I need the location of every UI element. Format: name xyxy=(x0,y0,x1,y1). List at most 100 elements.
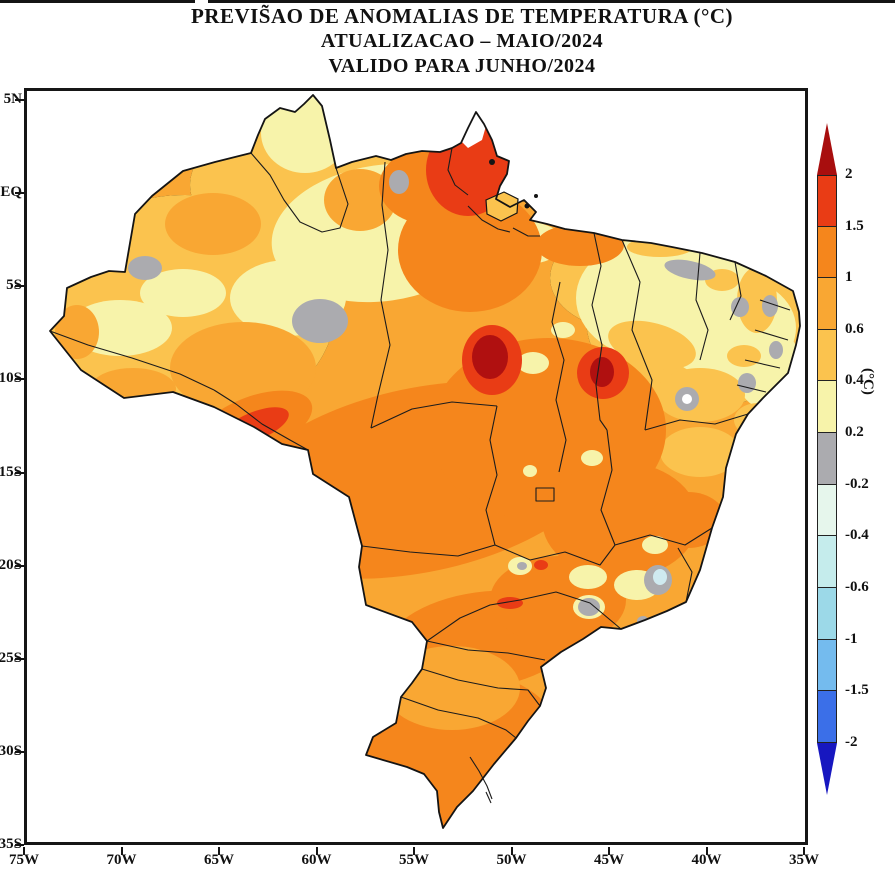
anomaly-contour-shape xyxy=(677,547,693,603)
x-tick-label: 60W xyxy=(301,852,332,868)
anomaly-contour-shape xyxy=(535,487,555,502)
x-tick-mark xyxy=(510,847,513,855)
anomaly-contour-shape xyxy=(421,668,541,707)
anomaly-contour-shape xyxy=(734,403,782,437)
y-tick-label: 25S xyxy=(0,649,22,666)
anomaly-contour-shape xyxy=(426,591,622,642)
colorbar-arrow-down xyxy=(817,743,837,795)
title-valid-line: VALIDO PARA JUNHO/2024 xyxy=(328,55,596,77)
anomaly-contour-shape xyxy=(660,427,740,477)
y-tick-mark xyxy=(15,564,24,567)
anomaly-contour-shape xyxy=(370,161,391,429)
anomaly-contour-shape xyxy=(517,352,549,374)
colorbar-tick-label: 1.5 xyxy=(845,218,864,234)
y-tick-label: 30S xyxy=(0,742,22,759)
anomaly-contour-shape xyxy=(608,320,696,370)
cool-anomaly-spot xyxy=(653,569,667,585)
anomaly-contour-shape xyxy=(769,341,783,359)
colorbar-tick-label: -0.6 xyxy=(845,579,869,595)
x-tick-mark xyxy=(120,847,123,855)
x-tick-label: 50W xyxy=(496,852,527,868)
colorbar-unit-label: (°C) xyxy=(860,368,876,395)
anomaly-contour-shape xyxy=(642,536,668,554)
colorbar-segment xyxy=(817,330,837,381)
anomaly-contour-shape xyxy=(551,281,567,473)
anomaly-contour-shape xyxy=(292,299,348,343)
anomaly-contour-shape xyxy=(682,394,692,404)
title-update-line: ATUALIZACAO – MAIO/2024 xyxy=(320,30,604,52)
anomaly-contour-shape xyxy=(400,696,517,739)
anomaly-contour-shape xyxy=(467,205,540,237)
y-tick-mark xyxy=(15,285,24,288)
hotspot-core-para xyxy=(472,335,508,379)
anomaly-contour-shape xyxy=(49,330,215,391)
x-tick-mark xyxy=(23,847,25,855)
amazon-delta-islands xyxy=(485,159,538,222)
y-tick-label: 35S xyxy=(0,836,22,852)
y-tick-mark xyxy=(15,99,24,101)
anomaly-contour-shape xyxy=(738,373,756,393)
x-tick-label: 35W xyxy=(789,852,819,868)
y-tick-label: EQ xyxy=(0,184,22,201)
anomaly-contour-shape xyxy=(664,259,716,281)
y-tick-mark xyxy=(15,750,24,753)
anomaly-contour-shape xyxy=(523,465,537,477)
anomaly-contour-shape xyxy=(621,239,653,431)
title-block: PREVIS̃AO DE ANOMALIAS DE TEMPERATURA (°… xyxy=(28,4,895,79)
x-tick-mark xyxy=(315,847,318,855)
colorbar-segment xyxy=(817,536,837,588)
anomaly-contour-shape xyxy=(736,299,791,393)
anomaly-contour-shape xyxy=(494,544,616,566)
colorbar-arrow-up xyxy=(817,123,837,175)
anomaly-contour-shape xyxy=(591,232,608,431)
anomaly-contour-shape xyxy=(578,598,600,616)
anomaly-contour-shape xyxy=(729,261,742,321)
anomaly-contour-shape xyxy=(447,147,469,196)
anomaly-contour-shape xyxy=(485,405,498,546)
y-tick-mark xyxy=(15,192,24,195)
x-tick-mark xyxy=(803,847,805,855)
x-tick-label: 70W xyxy=(106,852,137,868)
hotspot-core-maranhao xyxy=(590,357,614,387)
y-tick-label: 15S xyxy=(0,463,22,480)
state-borders xyxy=(49,147,791,804)
x-tick-mark xyxy=(413,847,415,855)
anomaly-spots-gray xyxy=(128,170,783,626)
x-tick-label: 55W xyxy=(399,852,429,868)
colorbar-tick-label: 0.4 xyxy=(845,372,864,388)
colorbar-segment xyxy=(817,433,837,485)
x-tick-label: 65W xyxy=(204,852,234,868)
y-tick-label: 5N xyxy=(3,91,22,107)
anomaly-contour-shape xyxy=(261,95,349,173)
anomaly-contour-shape xyxy=(90,368,176,410)
anomaly-contour-shape xyxy=(569,565,607,589)
colorbar-tick-label: 0.6 xyxy=(845,321,864,337)
anomaly-contour-shape xyxy=(128,256,162,280)
colorbar-segment xyxy=(817,640,837,691)
page-title: PREVIS̃AO DE ANOMALIAS DE TEMPERATURA (°… xyxy=(190,4,734,28)
top-rule-left xyxy=(0,0,195,3)
anomaly-contour-shape xyxy=(213,389,309,451)
anomaly-layer-amber-patches xyxy=(608,237,782,477)
anomaly-contour-shape xyxy=(737,267,777,333)
anomaly-contour-shape xyxy=(727,345,761,367)
colorbar-tick-label: -1.5 xyxy=(845,682,869,698)
colorbar-tick-label: -2 xyxy=(845,734,858,750)
colorbar-segment xyxy=(817,588,837,640)
colorbar-tick-label: -1 xyxy=(845,631,858,647)
anomaly-contour-shape xyxy=(55,305,99,359)
x-tick-mark xyxy=(705,847,708,855)
anomaly-contour-shape xyxy=(731,297,749,317)
anomaly-contour-shape xyxy=(140,269,226,317)
anomaly-contour-shape xyxy=(581,450,603,466)
anomaly-contour-shape xyxy=(426,640,546,661)
colorbar-segment xyxy=(817,278,837,330)
colorbar-segment xyxy=(817,227,837,278)
anomaly-contour-shape xyxy=(361,544,496,557)
anomaly-hotspot-cores xyxy=(472,335,614,387)
anomaly-contour-shape xyxy=(627,237,693,257)
anomaly-contour-shape xyxy=(551,322,575,338)
x-tick-label: 75W xyxy=(9,852,39,868)
